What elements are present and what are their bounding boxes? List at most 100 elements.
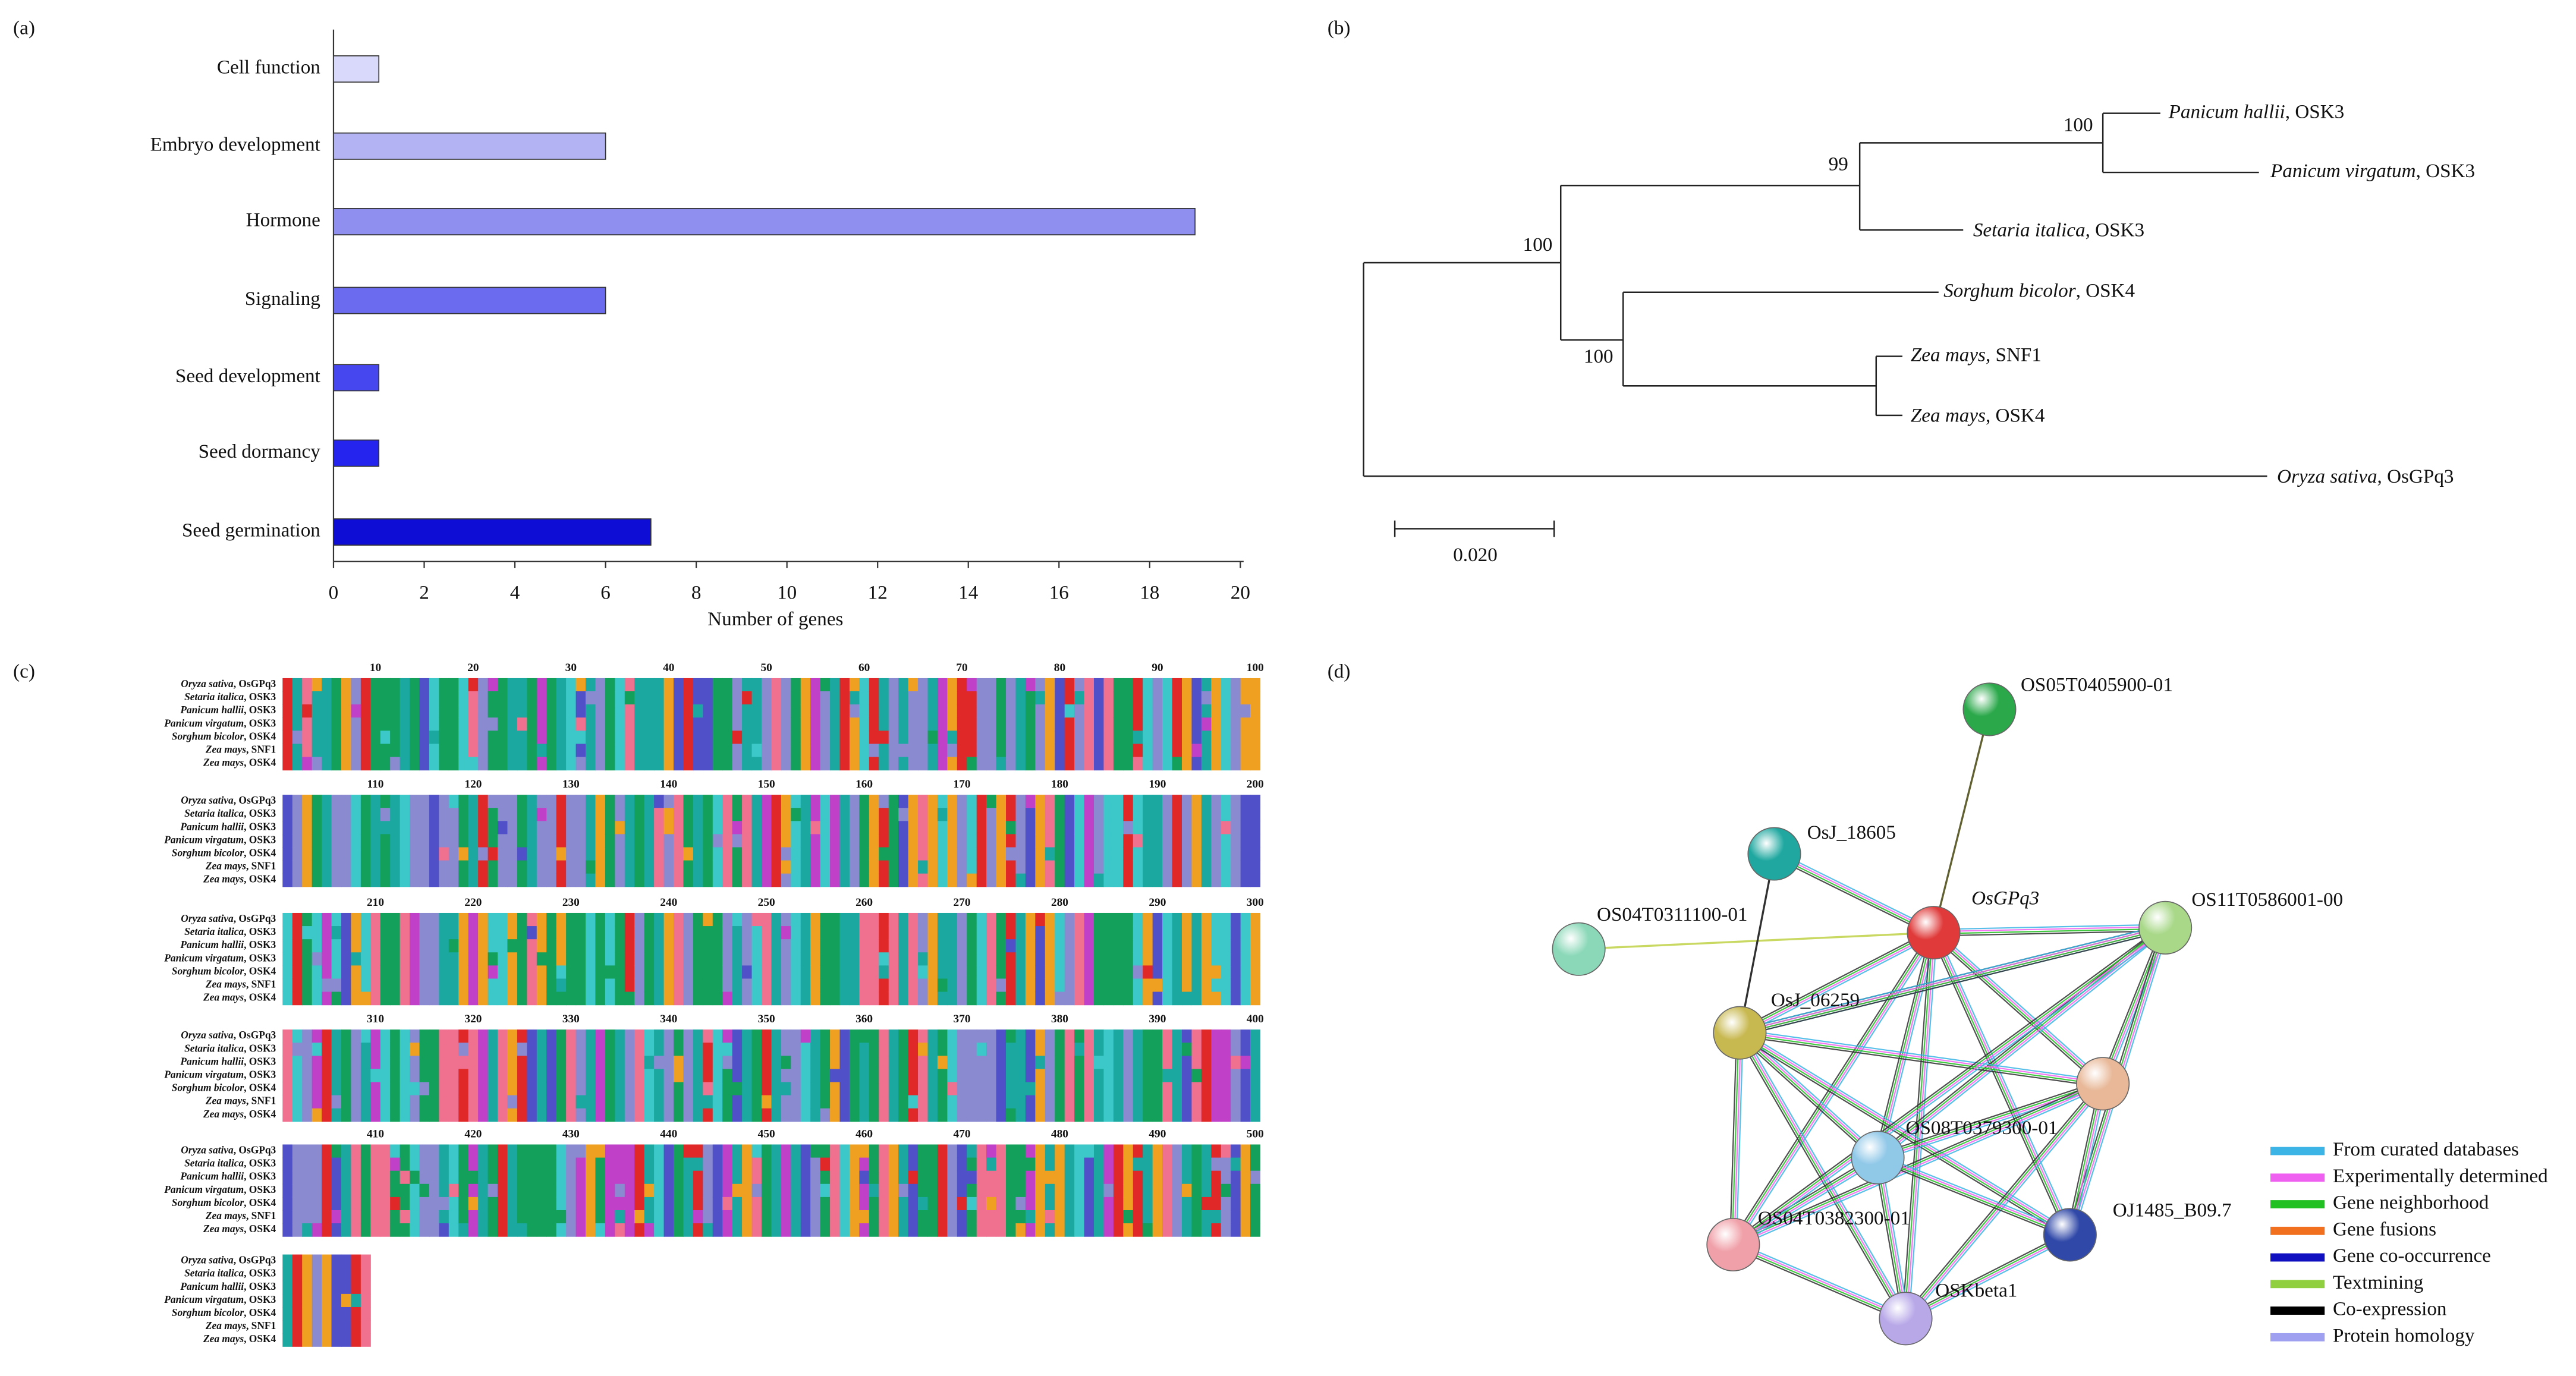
residue-cell <box>1231 860 1241 874</box>
residue-cell <box>761 1043 772 1056</box>
residue-cell <box>351 1210 361 1224</box>
species-label: Oryza sativa, OsGPq3 <box>181 1029 276 1041</box>
residue-cell <box>957 952 967 966</box>
residue-cell <box>703 939 713 953</box>
residue-cell <box>458 1183 469 1198</box>
residue-cell <box>478 978 489 993</box>
residue-cell <box>419 1144 430 1158</box>
residue-cell <box>1103 1029 1114 1043</box>
residue-cell <box>1113 1210 1124 1224</box>
residue-cell <box>1191 860 1202 874</box>
residue-cell <box>605 860 615 874</box>
residue-cell <box>1201 847 1212 861</box>
residue-cell <box>322 1108 332 1122</box>
residue-cell <box>1181 717 1192 731</box>
residue-cell <box>566 1069 577 1083</box>
residue-cell <box>341 1333 351 1347</box>
residue-cell <box>712 873 723 887</box>
residue-cell <box>1015 1144 1026 1158</box>
residue-cell <box>703 912 713 927</box>
residue-cell <box>898 860 909 874</box>
residue-cell <box>957 1082 967 1096</box>
residue-cell <box>1240 1144 1251 1158</box>
residue-cell <box>879 834 889 848</box>
residue-cell <box>1103 795 1114 808</box>
residue-cell <box>312 1082 322 1096</box>
residue-cell <box>1191 1108 1202 1122</box>
residue-cell <box>1025 1157 1036 1172</box>
residue-cell <box>575 1029 586 1043</box>
bar <box>333 364 380 392</box>
residue-cell <box>1045 795 1055 808</box>
residue-cell <box>1143 1223 1153 1237</box>
position-label: 360 <box>855 1013 873 1025</box>
residue-cell <box>839 691 850 705</box>
residue-cell <box>663 744 674 758</box>
residue-cell <box>439 860 449 874</box>
residue-cell <box>448 991 459 1006</box>
residue-cell <box>380 1069 391 1083</box>
residue-cell <box>360 939 371 953</box>
residue-cell <box>859 757 870 771</box>
residue-cell <box>1181 834 1192 848</box>
residue-cell <box>859 1056 870 1069</box>
residue-cell <box>458 757 469 771</box>
species-label: Sorghum bicolor, OSK4 <box>172 965 276 977</box>
residue-cell <box>468 821 479 835</box>
residue-cell <box>830 912 841 927</box>
residue-cell <box>429 926 439 940</box>
residue-cell <box>634 808 645 821</box>
residue-cell <box>487 847 498 861</box>
residue-cell <box>312 1144 322 1158</box>
species-label: Zea mays, SNF1 <box>205 743 276 755</box>
residue-cell <box>556 1029 567 1043</box>
residue-cell <box>1064 744 1075 758</box>
residue-cell <box>771 912 782 927</box>
residue-cell <box>556 965 567 980</box>
residue-cell <box>341 1280 351 1295</box>
residue-cell <box>927 1170 938 1185</box>
residue-cell <box>800 991 811 1006</box>
residue-cell <box>1064 1210 1075 1224</box>
residue-cell <box>487 860 498 874</box>
residue-cell <box>722 1056 733 1069</box>
residue-cell <box>302 1082 313 1096</box>
residue-cell <box>634 1144 645 1158</box>
residue-cell <box>800 1170 811 1185</box>
residue-cell <box>458 744 469 758</box>
residue-cell <box>703 795 713 808</box>
residue-cell <box>458 704 469 718</box>
residue-cell <box>976 808 987 821</box>
residue-cell <box>1074 1210 1085 1224</box>
residue-cell <box>937 1095 948 1109</box>
residue-cell <box>1152 1170 1163 1185</box>
residue-cell <box>839 926 850 940</box>
residue-cell <box>1094 1183 1104 1198</box>
residue-cell <box>566 808 577 821</box>
residue-cell <box>1250 860 1261 874</box>
residue-cell <box>478 1223 489 1237</box>
residue-cell <box>1025 744 1036 758</box>
residue-cell <box>947 939 958 953</box>
residue-cell <box>1113 1029 1124 1043</box>
residue-cell <box>390 1144 401 1158</box>
residue-cell <box>654 1029 665 1043</box>
residue-cell <box>1025 717 1036 731</box>
residue-cell <box>556 1108 567 1122</box>
residue-cell <box>888 704 899 718</box>
residue-cell <box>302 926 313 940</box>
residue-cell <box>908 1095 919 1109</box>
residue-cell <box>419 1095 430 1109</box>
residue-cell <box>1035 873 1046 887</box>
residue-cell <box>624 1157 635 1172</box>
residue-cell <box>1045 860 1055 874</box>
residue-cell <box>575 717 586 731</box>
residue-cell <box>712 912 723 927</box>
residue-cell <box>937 860 948 874</box>
residue-cell <box>527 912 537 927</box>
residue-cell <box>536 744 547 758</box>
residue-cell <box>967 730 977 744</box>
residue-cell <box>292 1293 303 1308</box>
residue-cell <box>282 1333 293 1347</box>
residue-cell <box>644 860 655 874</box>
